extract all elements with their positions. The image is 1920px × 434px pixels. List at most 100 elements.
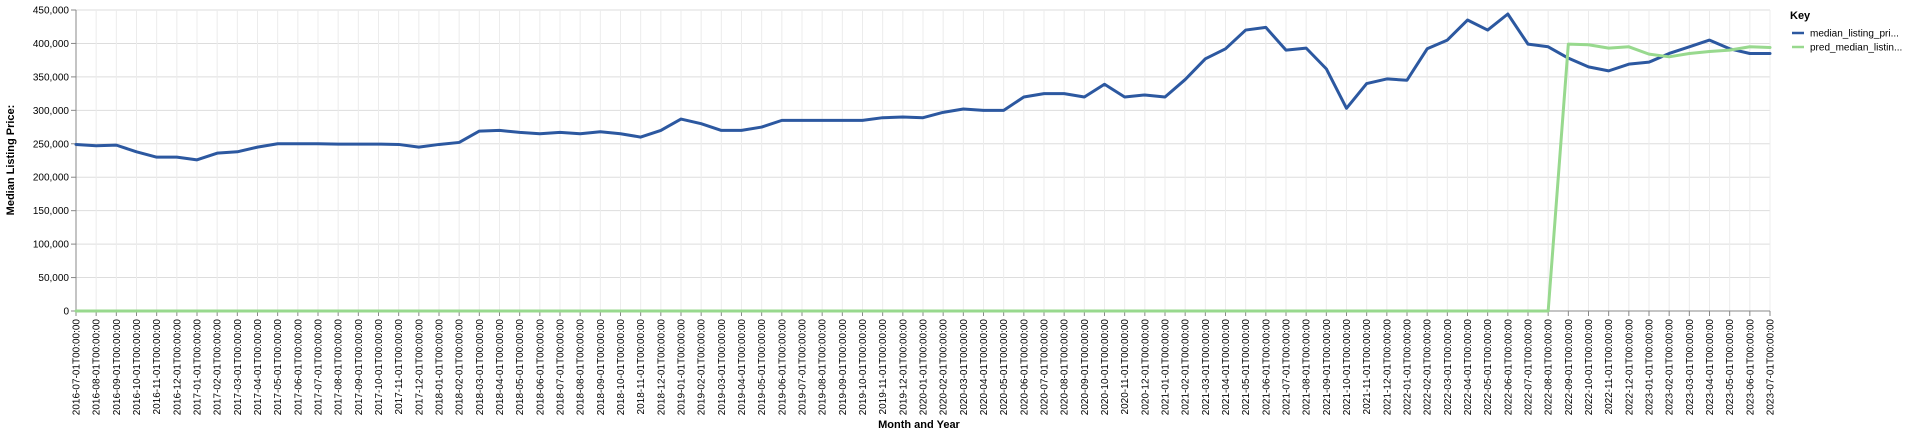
data-point <box>1325 310 1328 313</box>
x-tick-label: 2023-06-01T00:00:00 <box>1745 319 1756 416</box>
x-tick-label: 2021-08-01T00:00:00 <box>1302 319 1313 416</box>
data-point <box>1244 310 1247 313</box>
data-point <box>1103 310 1106 313</box>
x-tick-label: 2020-12-01T00:00:00 <box>1140 319 1151 416</box>
data-point <box>1648 53 1651 56</box>
data-point <box>1365 82 1368 85</box>
y-axis-title: Median Listing Price: <box>5 105 17 216</box>
x-tick-label: 2023-02-01T00:00:00 <box>1665 319 1676 416</box>
data-point <box>1083 310 1086 313</box>
data-point <box>659 129 662 132</box>
data-point <box>478 310 481 313</box>
data-point <box>155 156 158 159</box>
data-point <box>1083 95 1086 98</box>
data-point <box>538 132 541 135</box>
x-tick-label: 2022-07-01T00:00:00 <box>1524 319 1535 416</box>
x-tick-label: 2016-11-01T00:00:00 <box>152 319 163 415</box>
x-tick-label: 2020-11-01T00:00:00 <box>1120 319 1131 415</box>
data-point <box>821 119 824 122</box>
x-tick-label: 2021-09-01T00:00:00 <box>1322 319 1333 416</box>
data-point <box>1426 310 1429 313</box>
data-point <box>700 122 703 125</box>
data-point <box>780 310 783 313</box>
x-tick-label: 2021-06-01T00:00:00 <box>1261 319 1272 416</box>
data-point <box>417 146 420 149</box>
data-point <box>1406 79 1409 82</box>
data-point <box>1143 310 1146 313</box>
data-point <box>397 310 400 313</box>
data-point <box>901 116 904 119</box>
data-point <box>901 310 904 313</box>
x-tick-label: 2017-07-01T00:00:00 <box>314 319 325 416</box>
data-point <box>1688 52 1691 55</box>
data-point <box>1345 310 1348 313</box>
data-point <box>1426 47 1429 50</box>
data-point <box>962 310 965 313</box>
data-point <box>680 118 683 121</box>
data-point <box>1627 45 1630 48</box>
data-point <box>1527 310 1530 313</box>
data-point <box>1385 310 1388 313</box>
data-point <box>377 310 380 313</box>
data-point <box>1668 55 1671 58</box>
data-point <box>1224 310 1227 313</box>
data-point <box>1607 47 1610 50</box>
x-tick-label: 2019-08-01T00:00:00 <box>818 319 829 416</box>
x-tick-label: 2018-10-01T00:00:00 <box>616 319 627 416</box>
x-tick-label: 2020-08-01T00:00:00 <box>1060 319 1071 416</box>
x-tick-label: 2023-07-01T00:00:00 <box>1766 319 1777 416</box>
x-tick-label: 2021-12-01T00:00:00 <box>1382 319 1393 416</box>
data-point <box>1648 61 1651 64</box>
y-axis: 0 50,000 100,000 150,000 200,000 250,000 300,0… <box>33 6 77 318</box>
y-tick-label: 150,000 <box>33 206 70 217</box>
data-point <box>1285 310 1288 313</box>
data-point <box>801 310 804 313</box>
x-tick-label: 2017-03-01T00:00:00 <box>233 319 244 416</box>
x-tick-label: 2022-01-01T00:00:00 <box>1403 319 1414 416</box>
data-point <box>95 310 98 313</box>
x-tick-label: 2017-05-01T00:00:00 <box>273 319 284 416</box>
data-point <box>1063 92 1066 95</box>
data-point <box>861 310 864 313</box>
data-point <box>1063 310 1066 313</box>
x-tick-label: 2020-05-01T00:00:00 <box>999 319 1010 416</box>
data-point <box>680 310 683 313</box>
data-point <box>861 119 864 122</box>
data-point <box>1748 45 1751 48</box>
data-point <box>942 111 945 114</box>
data-point <box>780 119 783 122</box>
x-tick-label: 2020-03-01T00:00:00 <box>959 319 970 416</box>
data-point <box>75 143 78 146</box>
x-tick-label: 2019-07-01T00:00:00 <box>798 319 809 416</box>
data-point <box>1002 109 1005 112</box>
x-tick-label: 2021-11-01T00:00:00 <box>1362 319 1373 415</box>
data-point <box>619 132 622 135</box>
data-point <box>196 310 199 313</box>
data-point <box>438 143 441 146</box>
data-point <box>740 310 743 313</box>
x-tick-label: 2020-01-01T00:00:00 <box>919 319 930 416</box>
data-point <box>1708 50 1711 53</box>
data-point <box>115 144 118 147</box>
data-point <box>1506 13 1509 16</box>
data-point <box>579 310 582 313</box>
data-point <box>357 310 360 313</box>
data-point <box>317 310 320 313</box>
data-point <box>135 310 138 313</box>
x-tick-label: 2017-02-01T00:00:00 <box>213 319 224 416</box>
data-point <box>881 116 884 119</box>
data-point <box>1466 19 1469 22</box>
x-axis-title: Month and Year <box>878 419 960 431</box>
data-point <box>1446 39 1449 42</box>
data-point <box>1305 310 1308 313</box>
y-tick-label: 350,000 <box>33 72 70 83</box>
data-point <box>1769 46 1772 49</box>
x-tick-label: 2022-06-01T00:00:00 <box>1503 319 1514 416</box>
data-point <box>498 129 501 132</box>
legend: Key median_listing_pri... pred_median_lis… <box>1790 10 1902 54</box>
data-point <box>317 142 320 145</box>
y-tick-label: 300,000 <box>33 106 70 117</box>
x-tick-label: 2019-11-01T00:00:00 <box>878 319 889 415</box>
x-tick-label: 2016-12-01T00:00:00 <box>172 319 183 416</box>
